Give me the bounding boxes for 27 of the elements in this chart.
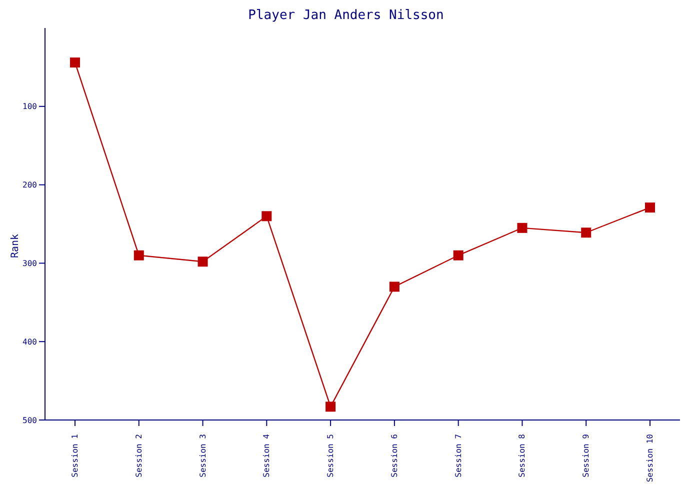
point (389, 282, 400, 292)
point (198, 256, 208, 267)
y-axis-title: Rank (10, 234, 21, 258)
x-tick-label: Session 3 (198, 434, 208, 478)
x-tick-label: Session 4 (262, 434, 272, 478)
y-tick-label: 300 (22, 259, 38, 268)
y-tick-label: 200 (22, 180, 38, 190)
y-tick-label: 400 (22, 337, 38, 346)
point (517, 222, 528, 233)
chart-title: Player Jan Anders Nilsson (247, 8, 445, 23)
point (581, 228, 592, 238)
point (645, 202, 655, 213)
x-tick-label: Session 5 (326, 434, 336, 478)
point (70, 57, 80, 68)
point (326, 402, 336, 412)
x-tick-label: Session 7 (454, 434, 463, 478)
x-tick-label: Session 9 (582, 434, 591, 478)
x-tick-label: Session 8 (518, 434, 527, 478)
point (262, 211, 272, 222)
point (134, 250, 144, 260)
x-tick-label: Session 6 (390, 434, 399, 478)
y-tick-label: 100 (22, 102, 38, 112)
x-tick-label: Session 2 (134, 434, 144, 478)
x-tick-label: Session 10 (646, 434, 654, 482)
point (453, 250, 464, 260)
y-tick-label: 500 (22, 416, 38, 425)
x-tick-label: Session 1 (70, 434, 80, 478)
